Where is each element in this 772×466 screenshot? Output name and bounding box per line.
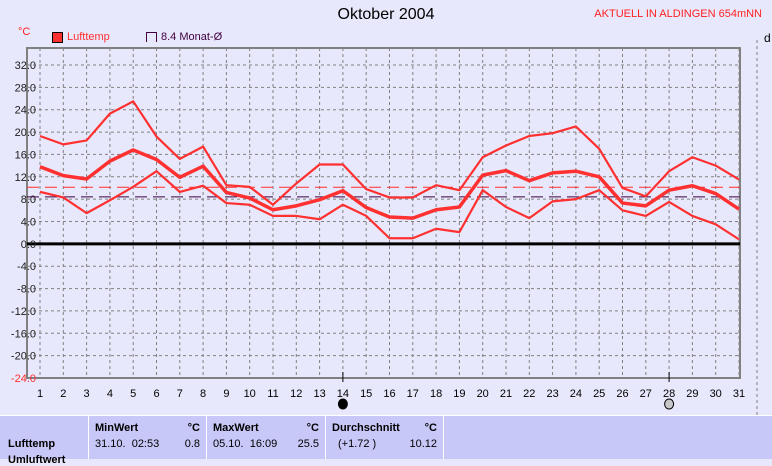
row-label: Lufttemp: [8, 438, 56, 450]
x-tick-label: 29: [686, 388, 698, 400]
x-tick-label: 13: [313, 388, 325, 400]
min-time: 31.10. 02:53: [95, 438, 160, 450]
legend-swatch-icon: [52, 31, 63, 43]
x-tick-label: 9: [223, 388, 229, 400]
x-tick-label: 5: [130, 388, 136, 400]
new-moon-icon: [337, 398, 348, 410]
y-tick-label: 16.0: [15, 149, 36, 161]
y-tick-label: -20.0: [11, 351, 36, 363]
legend-monat-mean[interactable]: 8.4 Monat-Ø: [146, 31, 222, 43]
max-time: 05.10. 16:09: [213, 438, 278, 450]
avg-delta: (+1.72 ): [338, 438, 377, 450]
x-tick-label: 4: [107, 388, 113, 400]
x-tick-label: 24: [570, 388, 582, 400]
x-tick-label: 25: [593, 388, 605, 400]
right-panel-label: d: [764, 31, 771, 45]
avg-value: 10.12: [409, 438, 437, 450]
y-tick-label: -4.0: [17, 261, 36, 273]
y-tick-label: 4.0: [21, 217, 36, 229]
series-line-max: [39, 100, 740, 206]
row-label-2: Umluftwert: [8, 454, 66, 466]
y-tick-label: -16.0: [11, 328, 36, 340]
min-header: MinWert: [95, 422, 139, 434]
x-tick-label: 12: [290, 388, 302, 400]
series-line-min: [39, 170, 740, 241]
legend-swatch-icon: [146, 32, 157, 42]
x-tick-label: 17: [407, 388, 419, 400]
x-tick-label: 26: [616, 388, 628, 400]
x-tick-label: 23: [546, 388, 558, 400]
y-tick-label: 32.0: [15, 60, 36, 72]
y-tick-label: -24.0: [11, 373, 36, 385]
y-tick-label: 28.0: [15, 82, 36, 94]
x-tick-label: 8: [200, 388, 206, 400]
x-tick-label: 7: [177, 388, 183, 400]
legend-label: Lufttemp: [67, 31, 110, 43]
x-tick-label: 18: [430, 388, 442, 400]
y-tick-label: 0.0: [21, 239, 36, 251]
y-axis-unit: °C: [18, 26, 31, 38]
temperature-chart: 1 2 3 4 5 6 7 8 9 10 11 12 13 14 15 16 17 18 19 20 21 22 23 24 2…: [11, 40, 758, 415]
legend-label: 8.4 Monat-Ø: [161, 31, 223, 43]
y-tick-label: 24.0: [15, 105, 36, 117]
x-tick-label: 15: [360, 388, 372, 400]
x-tick-label: 10: [244, 388, 256, 400]
y-tick-label: -12.0: [11, 306, 36, 318]
x-tick-label: 21: [500, 388, 512, 400]
avg-unit: °C: [424, 422, 437, 434]
x-tick-label: 2: [60, 388, 66, 400]
y-tick-label: 20.0: [15, 127, 36, 139]
min-value: 0.8: [184, 438, 200, 450]
stats-table: Lufttemp Umluftwert MinWert °C 31.10. 02…: [0, 415, 772, 466]
x-tick-label: 28: [663, 388, 675, 400]
x-tick-label: 16: [383, 388, 395, 400]
series-line-mean: [39, 148, 740, 220]
full-moon-icon: [664, 398, 675, 410]
x-tick-label: 6: [153, 388, 159, 400]
y-tick-label: -8.0: [17, 284, 36, 296]
x-tick-label: 14: [337, 388, 349, 400]
legend-lufttemp[interactable]: Lufttemp: [52, 31, 110, 43]
max-unit: °C: [306, 422, 319, 434]
x-tick-label: 11: [267, 388, 278, 400]
y-tick-label: 8.0: [21, 194, 36, 206]
x-tick-label: 19: [453, 388, 465, 400]
station-label: AKTUELL IN ALDINGEN 654mNN: [594, 8, 762, 20]
x-tick-label: 30: [710, 388, 722, 400]
x-tick-label: 1: [37, 388, 43, 400]
x-tick-label: 22: [523, 388, 535, 400]
max-header: MaxWert: [213, 422, 259, 434]
y-tick-label: 12.0: [15, 172, 36, 184]
chart-title: Oktober 2004: [337, 6, 435, 23]
x-tick-label: 20: [477, 388, 489, 400]
avg-header: Durchschnitt: [332, 422, 400, 434]
x-tick-label: 27: [640, 388, 652, 400]
min-unit: °C: [187, 422, 200, 434]
max-value: 25.5: [297, 438, 319, 450]
x-tick-label: 31: [733, 388, 745, 400]
x-tick-label: 3: [84, 388, 90, 400]
